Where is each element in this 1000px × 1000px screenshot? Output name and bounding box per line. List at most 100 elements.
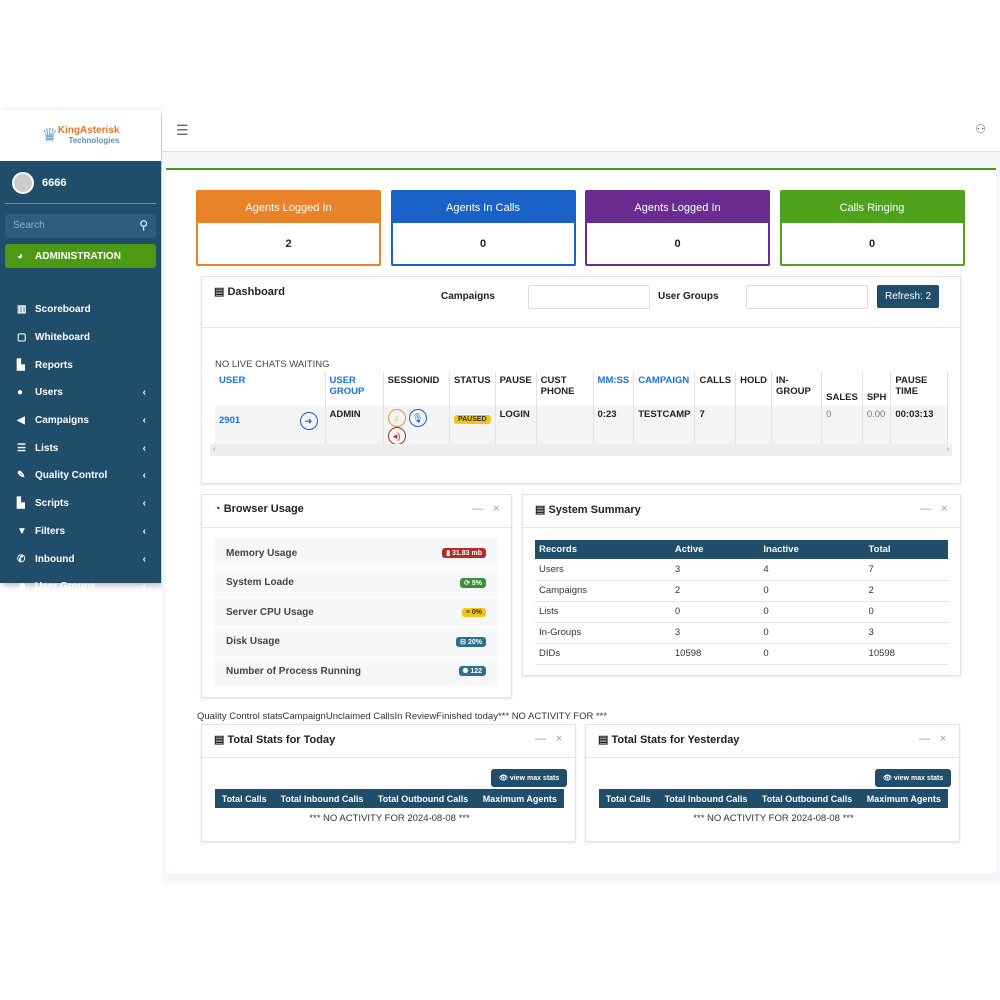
table-row: 2901 ➜ ADMIN ♪ 🎙◂) PAUSED LOGIN 0:23 TESTC… bbox=[215, 406, 948, 448]
close-icon[interactable]: × bbox=[940, 733, 947, 745]
search-icon[interactable]: ⚲ bbox=[139, 218, 148, 232]
users-icon: ☻ bbox=[17, 581, 28, 593]
column-header: Records bbox=[535, 540, 671, 559]
brand-sub: Technologies bbox=[68, 136, 120, 145]
logout-agent-icon[interactable]: ➜ bbox=[299, 412, 318, 430]
avatar bbox=[12, 172, 34, 194]
speaker-icon[interactable]: ◂) bbox=[387, 427, 406, 445]
user-name: 6666 bbox=[42, 177, 67, 189]
hamburger-menu-icon[interactable]: ☰ bbox=[176, 122, 189, 138]
user-panel[interactable]: 6666 bbox=[12, 172, 66, 194]
column-header: SPH bbox=[862, 372, 892, 406]
user-icon[interactable]: ⚇ bbox=[975, 122, 986, 136]
no-activity-text: *** NO ACTIVITY FOR 2024-08-08 *** bbox=[309, 813, 470, 824]
column-header: Total Inbound Calls bbox=[273, 789, 371, 808]
chevron-left-icon: ‹ bbox=[142, 581, 146, 593]
sidebar-item-label: Users bbox=[35, 387, 63, 399]
campaigns-select[interactable] bbox=[528, 285, 650, 309]
column-header: Total bbox=[864, 540, 948, 559]
dashboard-icon: ◕ bbox=[17, 250, 24, 262]
usage-value: 31.83 mb bbox=[452, 550, 482, 557]
cell-sph: 0.00 bbox=[862, 406, 892, 448]
chevron-left-icon: ‹ bbox=[142, 498, 146, 510]
sidebar-item-label: User Groups bbox=[35, 581, 96, 593]
column-header: CUST PHONE bbox=[536, 372, 594, 406]
usage-badge: ⟳ 5% bbox=[460, 577, 486, 588]
cell: 0 bbox=[864, 601, 948, 623]
column-header[interactable]: CAMPAIGN bbox=[633, 372, 696, 406]
stat-label: Agents Logged In bbox=[587, 192, 768, 223]
minimize-icon[interactable]: — bbox=[920, 503, 931, 515]
cell: Lists bbox=[535, 601, 671, 623]
column-header: Total Outbound Calls bbox=[370, 789, 476, 808]
total-stats-table: Total Calls Total Inbound Calls Total Outb… bbox=[215, 789, 564, 808]
sidebar-item-inbound[interactable]: ✆ Inbound ‹ bbox=[5, 547, 156, 571]
microphone-icon[interactable]: 🎙 bbox=[408, 409, 427, 427]
sidebar-item-whiteboard[interactable]: ▢ Whiteboard bbox=[5, 325, 156, 349]
sidebar-item-reports[interactable]: ▙ Reports bbox=[5, 353, 156, 377]
sidebar-item-filters[interactable]: ▼ Filters ‹ bbox=[5, 519, 156, 543]
usage-label: Server CPU Usage bbox=[226, 606, 314, 618]
sidebar-item-quality-control[interactable]: ✎ Quality Control ‹ bbox=[5, 464, 156, 488]
refresh-button[interactable]: Refresh: 2 bbox=[877, 285, 940, 308]
total-stats-today-panel: ▤ Total Stats for Today — × 👁 view max st… bbox=[201, 724, 576, 842]
sidebar-item-user-groups[interactable]: ☻ User Groups ‹ bbox=[5, 575, 156, 599]
cell-campaign: TESTCAMP bbox=[633, 406, 696, 448]
close-icon[interactable]: × bbox=[941, 503, 948, 515]
browser-usage-row: Number of Process Running ✺ 122 bbox=[214, 657, 498, 687]
phone-icon: ✆ bbox=[17, 553, 26, 565]
cell-ingroup bbox=[771, 406, 823, 448]
cell: DIDs bbox=[535, 643, 671, 665]
view-max-stats-button[interactable]: 👁 view max stats bbox=[491, 769, 568, 787]
user-link[interactable]: 2901 bbox=[219, 415, 241, 426]
column-header: IN-GROUP bbox=[771, 372, 823, 406]
panel-title-text: Total Stats for Today bbox=[227, 734, 336, 746]
column-header[interactable]: MM:SS bbox=[593, 372, 635, 406]
column-header: HOLD bbox=[735, 372, 773, 406]
stat-label: Agents Logged In bbox=[198, 192, 379, 223]
divider bbox=[202, 527, 511, 528]
sidebar-item-lists[interactable]: ☰ Lists ‹ bbox=[5, 436, 156, 460]
column-header: Active bbox=[670, 540, 760, 559]
logo[interactable]: ♛ KingAsterisk Technologies bbox=[0, 110, 161, 161]
cell: In-Groups bbox=[535, 622, 671, 644]
sidebar-item-campaigns[interactable]: ◀ Campaigns ‹ bbox=[5, 409, 156, 433]
sidebar-item-administration[interactable]: ◕ ADMINISTRATION bbox=[5, 244, 156, 268]
column-header: Inactive bbox=[759, 540, 865, 559]
search-input[interactable]: Search ⚲ bbox=[5, 214, 156, 238]
view-max-stats-button[interactable]: 👁 view max stats bbox=[875, 769, 952, 787]
sidebar-item-users[interactable]: ● Users ‹ bbox=[5, 381, 156, 405]
status-badge: PAUSED bbox=[453, 415, 491, 424]
usage-value: 5% bbox=[471, 579, 482, 587]
no-activity-text: *** NO ACTIVITY FOR 2024-08-08 *** bbox=[693, 813, 854, 824]
cell: 0 bbox=[759, 643, 865, 665]
sidebar-item-scoreboard[interactable]: ▥ Scoreboard bbox=[5, 298, 156, 322]
minimize-icon[interactable]: — bbox=[919, 733, 930, 745]
usage-value: 20% bbox=[467, 638, 482, 646]
quality-control-stats: Quality Control statsCampaignUnclaimed C… bbox=[197, 711, 608, 722]
listen-icon[interactable]: ♪ bbox=[387, 409, 406, 427]
column-header: Maximum Agents bbox=[475, 789, 564, 808]
column-header[interactable]: USER GROUP bbox=[325, 372, 384, 406]
close-icon[interactable]: × bbox=[493, 503, 500, 515]
user-groups-select[interactable] bbox=[746, 285, 868, 309]
stat-card: Agents Logged In 2 bbox=[196, 190, 381, 266]
column-header[interactable]: USER bbox=[215, 372, 326, 406]
stat-card: Agents In Calls 0 bbox=[390, 190, 576, 266]
minimize-icon[interactable]: — bbox=[535, 733, 546, 745]
cell: 3 bbox=[670, 559, 760, 581]
usage-value: 122 bbox=[470, 668, 482, 676]
brand-name: KingAsterisk bbox=[57, 125, 120, 136]
minimize-icon[interactable]: — bbox=[472, 503, 483, 515]
sidebar-item-scripts[interactable]: ▙ Scripts ‹ bbox=[5, 492, 156, 516]
cell: 10598 bbox=[864, 643, 948, 665]
crown-icon: ♛ bbox=[41, 125, 58, 145]
sidebar-item-label: Whiteboard bbox=[35, 331, 90, 343]
cell: 0 bbox=[759, 622, 865, 644]
system-summary-table: Records Active Inactive Total Users 3 4 7 Campai… bbox=[535, 540, 948, 665]
close-icon[interactable]: × bbox=[556, 733, 563, 745]
square-icon: ▢ bbox=[17, 331, 27, 343]
sidebar-item-label: Scripts bbox=[35, 498, 69, 510]
horizontal-scrollbar[interactable]: ‹ › bbox=[210, 444, 952, 456]
usage-label: Number of Process Running bbox=[226, 665, 362, 677]
